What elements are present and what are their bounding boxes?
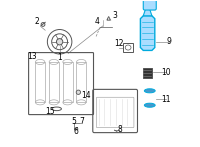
Text: 14: 14 (81, 91, 90, 100)
Text: 6: 6 (73, 127, 78, 136)
Ellipse shape (144, 89, 155, 93)
Bar (49, 62, 59, 102)
Bar (143, 68, 152, 78)
Ellipse shape (74, 128, 78, 130)
Text: 13: 13 (27, 52, 37, 61)
Text: 5: 5 (71, 117, 76, 126)
Polygon shape (143, 7, 152, 16)
Text: 10: 10 (162, 68, 171, 77)
Bar (123, 43, 133, 52)
Text: 7: 7 (80, 117, 84, 126)
Bar (35, 62, 45, 102)
Text: 12: 12 (114, 39, 123, 48)
Text: 4: 4 (95, 17, 100, 26)
Ellipse shape (144, 103, 155, 107)
Text: 8: 8 (117, 125, 122, 133)
Text: 11: 11 (162, 95, 171, 104)
Text: 3: 3 (112, 11, 117, 20)
Circle shape (56, 39, 63, 45)
Bar (63, 62, 73, 102)
Circle shape (76, 90, 81, 94)
Bar (76, 62, 86, 102)
Text: 1: 1 (57, 53, 62, 62)
Text: 9: 9 (166, 37, 171, 46)
FancyBboxPatch shape (143, 0, 156, 10)
Text: 15: 15 (45, 107, 55, 116)
Polygon shape (140, 16, 155, 50)
Text: 2: 2 (34, 17, 39, 26)
